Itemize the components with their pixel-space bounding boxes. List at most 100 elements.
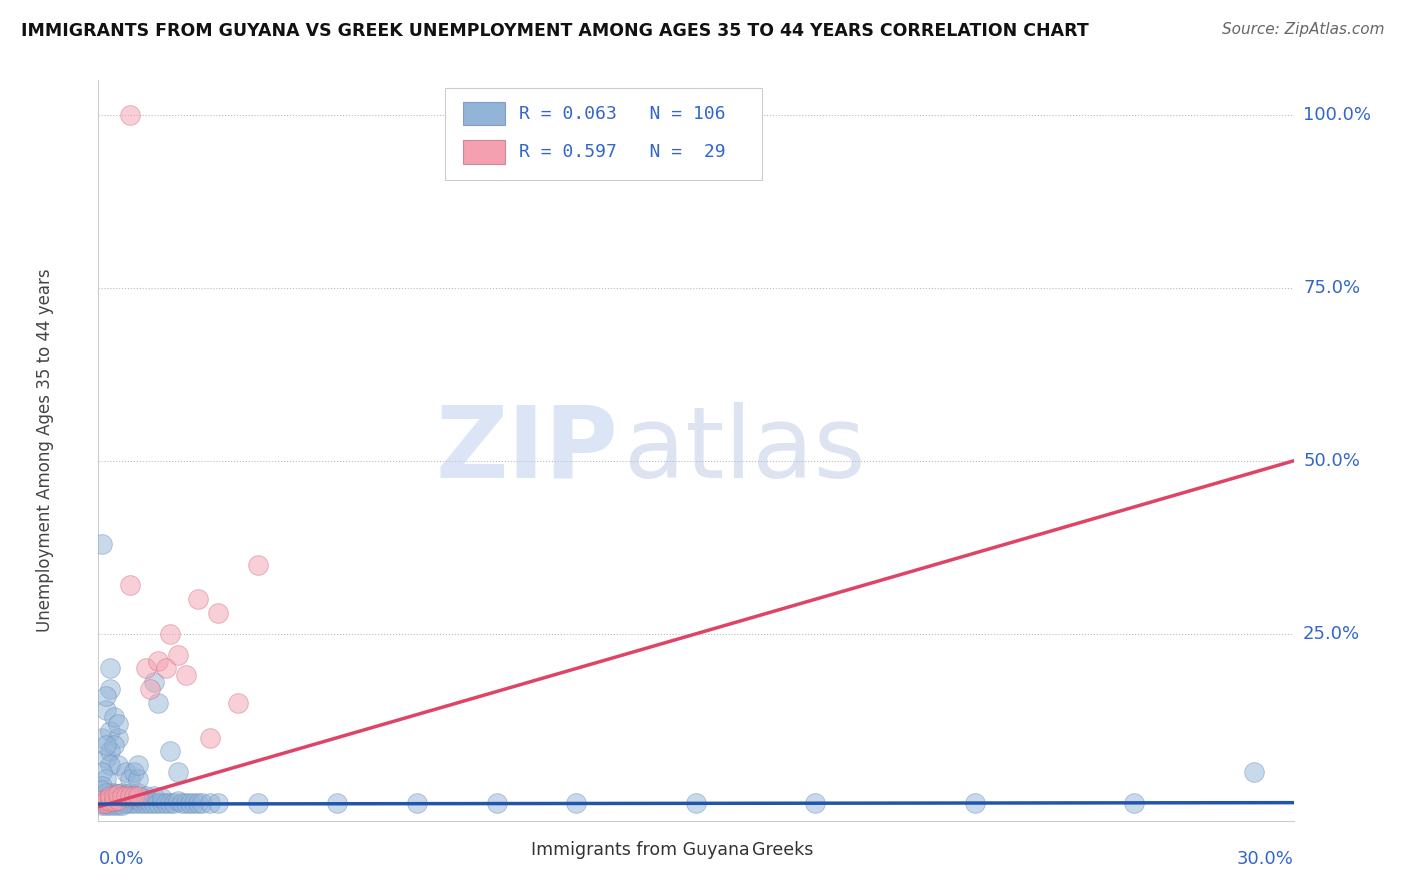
Point [198,797,221,811]
Point [111,798,134,813]
Bar [494,843,524,859]
Text: 50.0%: 50.0% [1303,452,1360,470]
Text: ZIP: ZIP [436,402,619,499]
Point [124,765,146,780]
Point [96,793,118,807]
Text: IMMIGRANTS FROM GUYANA VS GREEK UNEMPLOYMENT AMONG AGES 35 TO 44 YEARS CORRELATI: IMMIGRANTS FROM GUYANA VS GREEK UNEMPLOY… [21,22,1088,40]
Point [98,723,122,738]
Point [187,797,209,811]
Point [98,797,122,811]
Point [96,794,118,808]
Point [143,789,166,804]
Point [91,537,114,551]
Point [139,797,162,811]
Point [143,797,166,811]
Point [91,798,114,813]
Point [107,758,129,772]
Point [167,794,190,808]
Point [135,797,157,811]
Point [103,793,125,807]
Point [115,793,138,807]
Point [143,675,166,690]
Point [107,788,129,802]
Point [148,696,170,710]
Point [115,765,138,780]
Point [124,789,146,804]
Point [135,661,157,675]
Point [183,797,205,811]
Point [98,798,122,813]
Point [111,789,134,804]
Point [127,789,149,804]
Point [198,731,221,745]
Text: Source: ZipAtlas.com: Source: ZipAtlas.com [1222,22,1385,37]
Point [91,793,114,807]
Point [96,797,118,811]
Point [127,772,149,786]
Point [804,797,827,811]
Point [91,782,114,797]
Point [103,789,125,804]
Point [98,794,122,808]
FancyBboxPatch shape [446,87,762,180]
Point [107,731,129,745]
Point [91,797,114,811]
Point [963,797,986,811]
Point [159,627,181,641]
Point [98,744,122,758]
Point [91,731,114,745]
Point [1243,765,1265,780]
Point [127,758,149,772]
Point [91,789,114,804]
Point [150,791,173,805]
Point [96,789,118,804]
Point [148,797,170,811]
Point [124,797,146,811]
Point [96,798,118,813]
Point [159,797,181,811]
Point [120,786,142,800]
Point [115,797,138,811]
Point [96,703,118,717]
Point [98,758,122,772]
Point [120,108,142,122]
Point [155,661,177,675]
Point [98,789,122,804]
Point [179,797,201,811]
Point [107,794,129,808]
Bar [714,843,745,859]
Point [172,797,194,811]
Point [103,789,125,804]
Text: atlas: atlas [624,402,866,499]
Point [131,797,153,811]
Point [115,789,138,804]
Point [115,788,138,802]
Bar [463,102,505,126]
Point [107,798,129,813]
Point [91,765,114,780]
Point [174,668,197,682]
Point [155,797,177,811]
Point [96,772,118,786]
Point [91,793,114,807]
Point [111,789,134,804]
Point [246,797,269,811]
Point [1123,797,1146,811]
Point [406,797,429,811]
Point [174,797,197,811]
Point [98,793,122,807]
Text: 0.0%: 0.0% [98,850,143,868]
Text: R = 0.063   N = 106: R = 0.063 N = 106 [519,104,725,122]
Point [246,558,269,572]
Point [107,797,129,811]
Point [120,789,142,804]
Point [326,797,349,811]
Point [124,789,146,804]
Point [207,606,229,620]
Point [135,789,157,804]
Point [91,794,114,808]
Point [96,689,118,703]
Point [98,789,122,804]
Point [127,786,149,800]
Point [103,738,125,752]
